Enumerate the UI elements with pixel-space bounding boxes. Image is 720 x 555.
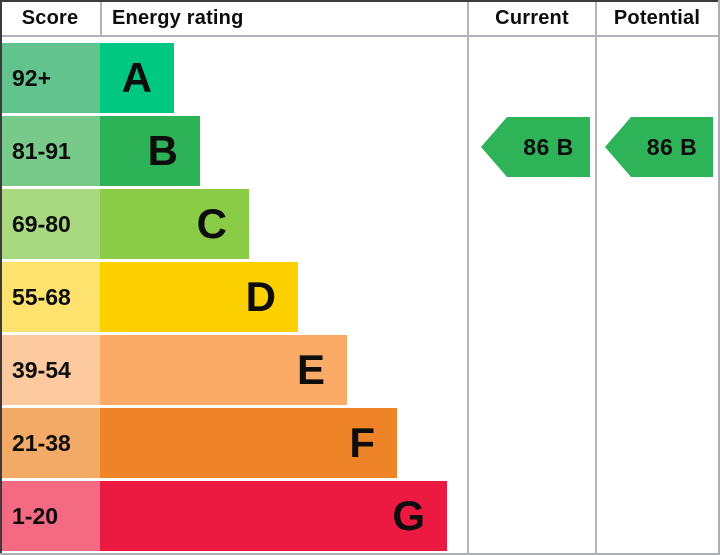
- header-potential: Potential: [613, 7, 701, 29]
- header-energy-rating: Energy rating: [112, 7, 244, 29]
- band-bar: C: [100, 189, 249, 259]
- band-bar: G: [100, 481, 447, 551]
- score-column-divider: [100, 0, 102, 36]
- border-left: [0, 0, 2, 555]
- band-bar: E: [100, 335, 347, 405]
- score-cell: 69-80: [0, 189, 100, 259]
- score-cell: 81-91: [0, 116, 100, 186]
- band-bar: A: [100, 43, 174, 113]
- potential-column-divider: [595, 0, 597, 553]
- band-bar: D: [100, 262, 298, 332]
- border-top: [0, 0, 720, 2]
- score-range-label: 21-38: [12, 429, 71, 456]
- score-range-label: 81-91: [12, 137, 71, 164]
- band-letter: B: [147, 127, 178, 174]
- border-right: [718, 0, 720, 555]
- band-bar: F: [100, 408, 397, 478]
- border-bottom: [0, 553, 720, 555]
- score-range-label: 55-68: [12, 283, 71, 310]
- band-letter: D: [245, 273, 276, 320]
- score-range-label: 69-80: [12, 210, 71, 237]
- potential-rating-arrow: 86 B: [605, 117, 713, 177]
- score-range-label: 39-54: [12, 356, 71, 383]
- score-cell: 92+: [0, 43, 100, 113]
- band-letter: F: [349, 419, 375, 466]
- score-cell: 55-68: [0, 262, 100, 332]
- score-cell: 21-38: [0, 408, 100, 478]
- band-letter: G: [392, 492, 425, 539]
- band-letter: A: [121, 54, 152, 101]
- current-column-divider: [467, 0, 469, 553]
- current-rating-label: 86 B: [523, 133, 574, 160]
- header-underline: [0, 35, 720, 37]
- band-letter: E: [296, 346, 325, 393]
- score-range-label: 92+: [12, 64, 52, 91]
- header-score: Score: [21, 7, 79, 29]
- score-cell: 39-54: [0, 335, 100, 405]
- header-current: Current: [495, 7, 569, 29]
- potential-rating-label: 86 B: [646, 133, 698, 160]
- band-letter: C: [196, 200, 227, 247]
- score-cell: 1-20: [0, 481, 100, 551]
- band-bar: B: [100, 116, 200, 186]
- score-range-label: 1-20: [12, 502, 59, 529]
- current-rating-arrow: 86 B: [481, 117, 590, 177]
